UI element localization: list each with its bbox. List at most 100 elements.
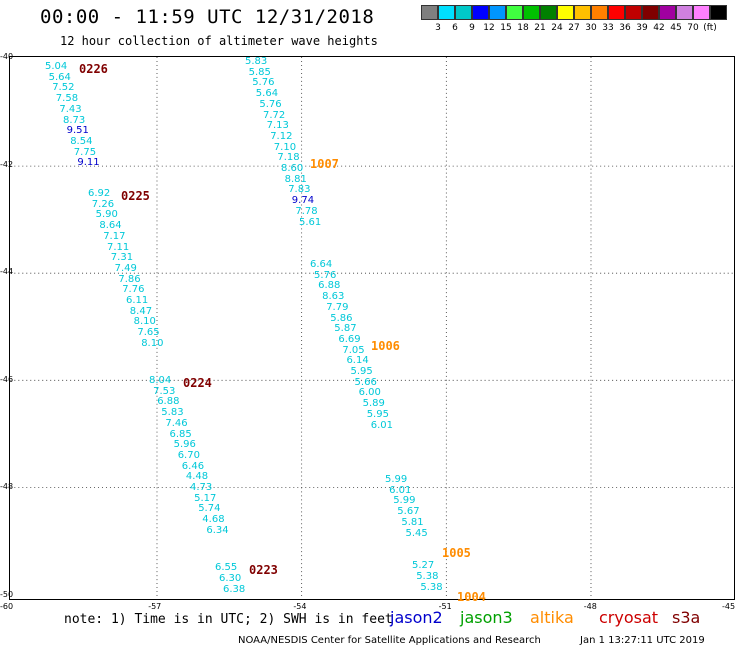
colorbar-label: 33	[602, 23, 614, 33]
wave-height-value: 6.14	[346, 355, 369, 367]
wave-height-value: 5.45	[405, 527, 428, 539]
colorbar-label: 36	[619, 23, 631, 33]
map-plot-area	[9, 56, 735, 600]
colorbar-label: 27	[568, 23, 580, 33]
pass-time-label: 1004	[457, 590, 486, 604]
wave-height-value: 7.52	[52, 82, 75, 94]
wave-height-value: 5.74	[198, 503, 221, 515]
wave-height-value: 6.55	[215, 562, 238, 573]
wave-height-value: 8.64	[99, 220, 122, 232]
wave-height-value: 5.66	[354, 376, 377, 388]
satellite-legend-cryosat: cryosat	[599, 608, 659, 627]
wave-height-value: 7.76	[122, 284, 145, 296]
wave-height-value: 5.95	[350, 366, 373, 377]
colorbar-swatch	[540, 5, 557, 20]
pass-time-label: 1007	[310, 157, 339, 171]
longitude-tick-label: -51	[438, 602, 452, 611]
colorbar-swatch	[642, 5, 659, 20]
wave-height-value: 7.43	[59, 103, 82, 115]
wave-height-value: 8.04	[149, 375, 172, 386]
generation-timestamp: Jan 1 13:27:11 UTC 2019	[580, 635, 705, 646]
pass-time-label: 1005	[442, 546, 471, 560]
wave-height-value: 8.60	[281, 163, 304, 174]
colorbar-label: 6	[452, 23, 458, 33]
colorbar-label: 42	[653, 23, 665, 33]
latitude-tick-label: -40	[0, 52, 14, 61]
wave-height-value: 5.83	[245, 56, 268, 67]
colorbar-swatch	[676, 5, 693, 20]
colorbar-swatch	[421, 5, 438, 20]
wave-height-value: 7.17	[103, 230, 126, 242]
wave-height-value: 7.79	[326, 301, 349, 313]
colorbar-swatch	[557, 5, 574, 20]
wave-height-value: 4.73	[190, 482, 213, 493]
wave-height-value: 6.01	[389, 484, 412, 496]
wave-height-value: 5.76	[252, 77, 275, 89]
wave-height-value: 5.95	[366, 408, 389, 420]
longitude-tick-label: -54	[293, 602, 307, 611]
colorbar-swatch	[523, 5, 540, 20]
colorbar-label: 15	[500, 23, 512, 33]
latitude-tick-label: -48	[0, 482, 14, 491]
colorbar-label: 39	[636, 23, 648, 33]
colorbar-swatch	[455, 5, 472, 20]
wave-height-value: 5.76	[314, 269, 337, 281]
satellite-legend-s3a: s3a	[672, 608, 701, 627]
wave-height-value: 6.38	[223, 584, 246, 595]
colorbar-swatch	[659, 5, 676, 20]
latitude-tick-label: -42	[0, 159, 14, 169]
wave-height-value: 5.27	[412, 560, 435, 571]
wave-height-value: 7.31	[110, 252, 134, 264]
wave-height-value: 5.04	[45, 61, 68, 72]
wave-height-value: 6.00	[358, 387, 381, 399]
colorbar-swatch	[608, 5, 625, 20]
wave-height-value: 6.70	[177, 449, 200, 461]
wave-height-value: 5.17	[194, 492, 217, 504]
colorbar-swatch	[625, 5, 642, 20]
wave-height-value: 7.26	[91, 198, 115, 210]
colorbar-label: 24	[551, 23, 563, 33]
wave-height-value: 9.51	[66, 125, 89, 137]
wave-height-value: 8.47	[129, 305, 153, 317]
wave-height-value: 6.69	[338, 333, 361, 345]
colorbar-swatch	[574, 5, 591, 20]
wave-height-value: 8.81	[284, 173, 307, 185]
colorbar-swatch	[438, 5, 455, 20]
latitude-tick-label: -46	[0, 374, 14, 384]
wave-height-value: 6.92	[88, 188, 111, 199]
colorbar-label: 45	[670, 23, 682, 33]
wave-height-value: 4.68	[202, 514, 225, 526]
wave-height-value: 5.76	[259, 98, 282, 110]
wave-height-value: 7.83	[288, 184, 311, 196]
wave-height-value: 5.96	[173, 439, 196, 451]
wave-height-value: 7.53	[153, 385, 176, 397]
wave-height-value: 5.85	[248, 66, 271, 78]
colorbar-swatch	[591, 5, 608, 20]
colorbar-label: 30	[585, 23, 597, 33]
wave-height-value: 5.61	[299, 216, 322, 228]
wave-height-value: 4.48	[185, 471, 209, 483]
wave-height-value: 8.10	[133, 316, 156, 328]
credit-line: NOAA/NESDIS Center for Satellite Applica…	[238, 635, 541, 646]
wave-height-value: 9.11	[77, 157, 100, 169]
lat-lon-grid	[10, 57, 734, 599]
map-title: 00:00 - 11:59 UTC 12/31/2018	[40, 6, 375, 28]
colorbar-swatch	[489, 5, 506, 20]
wave-height-value: 5.86	[330, 312, 353, 324]
wave-height-value: 7.58	[55, 93, 79, 105]
wave-height-value: 5.99	[385, 474, 408, 485]
wave-height-value: 7.10	[273, 141, 297, 153]
satellite-legend-jason3: jason3	[460, 608, 513, 627]
latitude-tick-label: -50	[0, 589, 14, 599]
wave-height-value: 8.54	[70, 135, 93, 147]
colorbar-label: 12	[483, 23, 495, 33]
wave-height-value: 6.46	[181, 460, 205, 472]
wave-height-value: 7.65	[137, 327, 160, 339]
wave-height-value: 7.12	[270, 130, 293, 142]
satellite-legend-jason2: jason2	[390, 608, 443, 627]
wave-height-value: 6.85	[169, 428, 192, 440]
wave-height-value: 6.64	[310, 259, 333, 270]
colorbar-label: 9	[469, 23, 475, 33]
wave-height-value: 7.13	[266, 120, 289, 132]
wave-height-value: 9.74	[291, 195, 315, 207]
